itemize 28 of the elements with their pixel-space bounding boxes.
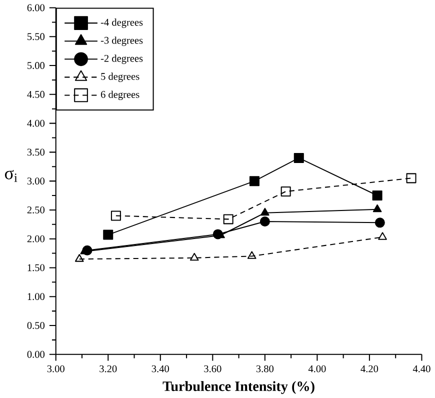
x-tick-label: 4.20 xyxy=(360,365,378,372)
y-tick-label: 2.00 xyxy=(27,235,45,242)
y-tick-label: 0.50 xyxy=(27,322,45,329)
y-tick-label: 4.50 xyxy=(27,90,45,98)
y-axis-title: σ$_{i}$ xyxy=(4,170,18,182)
y-tick-label: 0.00 xyxy=(27,350,45,358)
y-tick-label: 6.00 xyxy=(27,4,45,12)
legend-label: -4 degrees xyxy=(100,18,143,28)
x-axis-title: Turbulence Intensity (%) xyxy=(162,381,314,394)
x-tick-label: 3.40 xyxy=(152,365,169,372)
y-tick-label: 5.50 xyxy=(28,33,45,40)
legend-label: 5 degrees xyxy=(101,72,140,82)
y-tick-label: 5.00 xyxy=(28,62,45,69)
legend-label: -2 degrees xyxy=(100,54,143,64)
legend-label: 6 degrees xyxy=(100,90,140,100)
y-tick-label: 2.50 xyxy=(27,206,45,214)
y-tick-label: 4.00 xyxy=(27,120,45,127)
y-tick-label: 3.00 xyxy=(27,177,45,184)
x-tick-label: 3.60 xyxy=(204,365,222,372)
y-tick-label: 1.00 xyxy=(28,293,45,300)
x-tick-label: 3.20 xyxy=(100,365,117,372)
y-tick-label: 3.50 xyxy=(27,148,45,156)
x-tick-label: 3.00 xyxy=(47,365,64,372)
legend-label: -3 degrees xyxy=(100,36,143,46)
y-tick-label: 1.50 xyxy=(28,264,45,272)
x-tick-label: 4.00 xyxy=(308,365,326,372)
x-tick-label: 3.80 xyxy=(256,365,274,372)
x-tick-label: 4.40 xyxy=(412,365,430,372)
